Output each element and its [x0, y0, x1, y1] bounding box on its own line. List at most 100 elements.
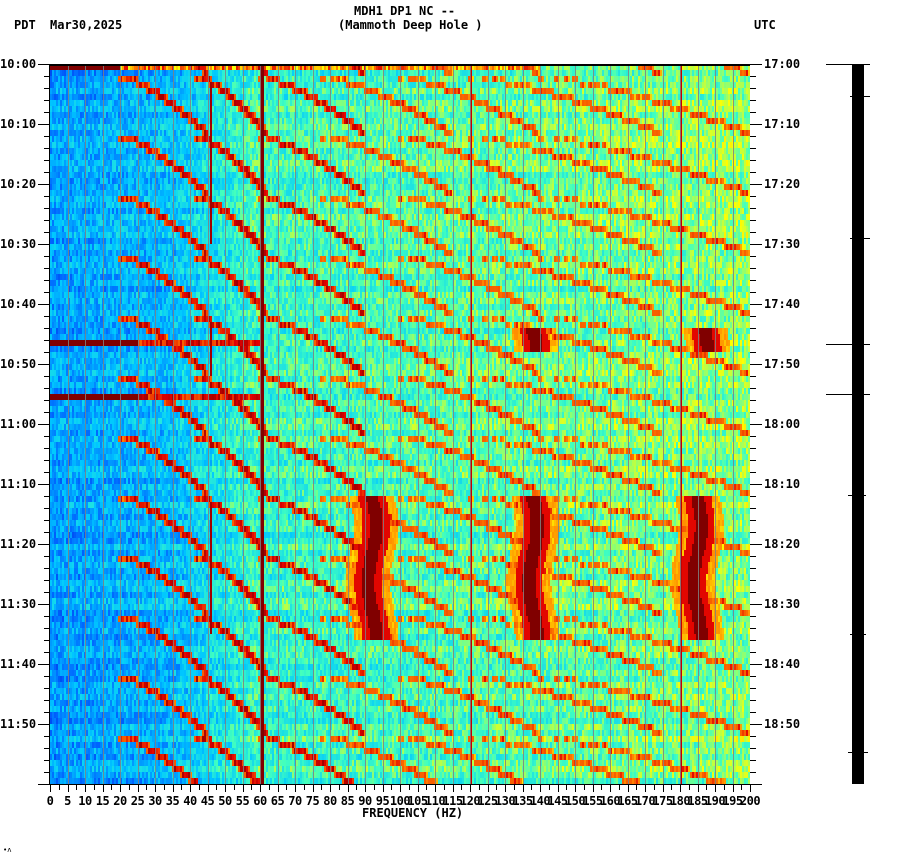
- y-tick-right: [750, 760, 756, 761]
- x-tick: [172, 784, 174, 792]
- y-tick-right: [750, 388, 756, 389]
- x-tick: [706, 784, 708, 790]
- x-tick: [216, 784, 218, 790]
- x-tick-label: 45: [200, 794, 215, 808]
- y-tick-left: [44, 76, 50, 77]
- x-tick-label: 190: [704, 794, 726, 808]
- x-tick: [277, 784, 279, 792]
- x-tick: [461, 784, 463, 790]
- x-tick: [356, 784, 358, 790]
- y-tick-right: [750, 196, 756, 197]
- x-tick: [128, 784, 130, 790]
- x-tick: [443, 784, 445, 790]
- x-tick-label: 100: [389, 794, 411, 808]
- y-tick-right: [750, 280, 756, 281]
- y-tick-right: [750, 328, 756, 329]
- x-tick-label: 125: [477, 794, 498, 808]
- x-tick-label: 65: [270, 794, 285, 808]
- x-tick: [137, 784, 139, 792]
- y-tick-right: [750, 580, 756, 581]
- x-tick: [732, 784, 734, 792]
- y-tick-left: [38, 604, 50, 605]
- footnote-mark: •ʌ: [3, 846, 12, 854]
- y-tick-label-right: 18:30: [764, 597, 801, 611]
- x-tick: [575, 784, 576, 792]
- x-tick: [382, 784, 384, 792]
- y-tick-right: [750, 436, 756, 437]
- x-tick-label: 85: [340, 794, 355, 808]
- y-tick-left: [44, 460, 50, 461]
- y-tick-right: [750, 472, 756, 473]
- y-tick-right: [750, 604, 762, 605]
- x-tick-label: 110: [424, 794, 446, 808]
- trace-marker: [826, 394, 870, 395]
- y-tick-label-left: 11:20: [0, 537, 37, 551]
- x-tick: [688, 784, 690, 790]
- x-tick-label: 30: [148, 794, 162, 808]
- y-tick-right: [750, 400, 756, 401]
- y-tick-right: [750, 508, 756, 509]
- x-tick: [85, 784, 86, 792]
- x-tick: [470, 784, 471, 792]
- x-tick: [487, 784, 489, 792]
- left-timezone-label: PDT: [14, 18, 36, 32]
- x-tick-label: 185: [687, 794, 708, 808]
- date-label: Mar30,2025: [50, 18, 123, 32]
- y-tick-label-right: 17:00: [764, 57, 801, 71]
- y-tick-right: [750, 568, 756, 569]
- y-tick-left: [38, 244, 50, 245]
- y-tick-left: [38, 304, 50, 305]
- y-tick-right: [750, 616, 756, 617]
- x-tick: [338, 784, 340, 790]
- y-tick-right: [750, 748, 756, 749]
- y-tick-label-left: 11:30: [0, 597, 37, 611]
- x-tick: [50, 784, 51, 792]
- y-tick-right: [750, 484, 762, 485]
- x-tick: [251, 784, 253, 790]
- y-tick-label-right: 17:40: [764, 297, 801, 311]
- x-tick: [391, 784, 393, 790]
- y-tick-label-left: 11:00: [0, 417, 37, 431]
- x-tick-label: 145: [547, 794, 568, 808]
- y-tick-left: [44, 628, 50, 629]
- y-tick-right: [750, 532, 756, 533]
- y-tick-left: [44, 388, 50, 389]
- trace-marker: [848, 495, 866, 496]
- y-tick-label-left: 10:00: [0, 57, 37, 71]
- y-tick-left: [44, 568, 50, 569]
- x-tick-label: 55: [235, 794, 250, 808]
- y-tick-left: [44, 640, 50, 641]
- y-tick-right: [750, 88, 756, 89]
- y-tick-right: [750, 724, 762, 725]
- x-tick: [102, 784, 104, 792]
- x-tick: [557, 784, 559, 792]
- y-tick-left: [44, 292, 50, 293]
- plot-frame: [50, 64, 750, 784]
- y-tick-right: [750, 100, 756, 101]
- y-tick-right: [750, 520, 756, 521]
- y-tick-label-right: 18:20: [764, 537, 801, 551]
- y-tick-left: [44, 520, 50, 521]
- y-tick-label-left: 10:50: [0, 357, 37, 371]
- y-tick-right: [750, 184, 762, 185]
- y-tick-right: [750, 352, 756, 353]
- x-tick-label: 105: [407, 794, 428, 808]
- station-title: MDH1 DP1 NC --: [354, 4, 456, 18]
- x-tick: [645, 784, 646, 792]
- x-tick: [610, 784, 611, 792]
- x-tick: [330, 784, 331, 792]
- y-tick-right: [750, 592, 756, 593]
- y-tick-right: [750, 676, 756, 677]
- y-tick-label-left: 10:40: [0, 297, 37, 311]
- x-tick: [76, 784, 78, 790]
- x-tick: [190, 784, 191, 792]
- y-tick-right: [750, 496, 756, 497]
- x-tick: [750, 784, 751, 792]
- x-tick: [67, 784, 69, 792]
- x-tick: [181, 784, 183, 790]
- x-tick-label: 5: [64, 794, 71, 808]
- y-tick-right: [750, 448, 756, 449]
- y-tick-left: [44, 772, 50, 773]
- y-tick-left: [44, 736, 50, 737]
- x-tick: [295, 784, 296, 792]
